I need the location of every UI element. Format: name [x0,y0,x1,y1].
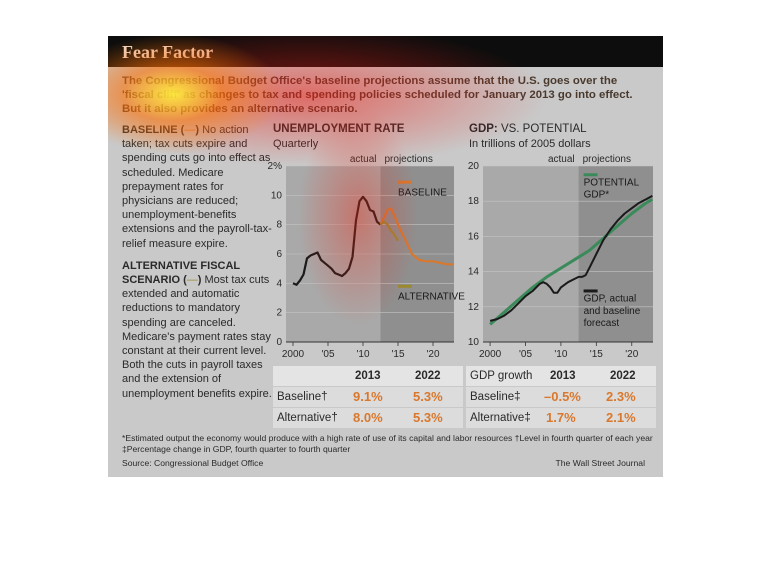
y-tick-label: 2 [276,308,282,319]
alternative-text: Most tax cuts extended and automatic red… [122,274,272,400]
actual-label: actual [548,154,575,165]
baseline-text: No action taken; tax cuts expire and spe… [122,124,272,250]
table-row: Baseline† 9.1% 5.3% [273,387,463,407]
row-label: Alternative† [277,412,338,424]
table-header: GDP growth [470,370,533,382]
y-tick-label: 14 [468,267,480,278]
y-tick-label: 20 [468,161,480,172]
footnotes: *Estimated output the economy would prod… [122,433,653,455]
table-header: 2022 [415,370,441,382]
table-cell: 5.3% [413,389,443,404]
x-tick-label: '15 [590,349,603,360]
intro-text: The Congressional Budget Office's baseli… [122,75,633,115]
y-tick-label: 12% [268,161,282,172]
gdp-chart: 10 12 14 16 18 20 2000 '05 '10 '15 '20 actual proj… [468,154,654,360]
x-tick-label: 2000 [479,349,502,360]
unemployment-chart: 0 2 4 6 8 10 12% 2000 '05 '10 '15 '20 actual projec… [268,154,465,360]
table-header-row: GDP growth 2013 2022 [466,366,656,386]
y-tick-label: 12 [468,302,480,313]
baseline-heading: BASELINE ( [122,124,185,136]
gdp-title-bold: GDP: [469,123,498,135]
gdp-chart-title: GDP: VS. POTENTIAL [469,123,587,135]
table-row: Baseline‡ –0.5% 2.3% [466,387,656,407]
y-tick-label: 6 [276,249,282,260]
gdp-series-label-1: GDP, actual [584,294,637,305]
y-tick-label: 0 [276,337,282,348]
potential-series-label: POTENTIAL [584,177,640,188]
actual-label: actual [350,154,377,165]
unemployment-table: 2013 2022 Baseline† 9.1% 5.3% Alternativ… [273,366,463,430]
table-cell: 1.7% [546,410,576,425]
table-cell: 2.3% [606,389,636,404]
footnote: *Estimated output the economy would prod… [122,433,653,443]
x-tick-label: '10 [554,349,567,360]
table-header-row: 2013 2022 [273,366,463,386]
y-tick-label: 16 [468,231,480,242]
alternative-series-label: ALTERNATIVE [398,291,465,302]
y-tick-label: 10 [271,190,283,201]
row-label: Alternative‡ [470,412,531,424]
title-bar: Fear Factor [108,36,663,67]
baseline-swatch: — [184,124,196,136]
x-tick-label: '05 [519,349,532,360]
table-header: 2013 [355,370,381,382]
x-tick-label: '20 [625,349,638,360]
x-tick-label: 2000 [282,349,305,360]
table-row: Alternative† 8.0% 5.3% [273,408,463,428]
infographic-title: Fear Factor [122,42,214,62]
gdp-series-label-2: and baseline [584,306,641,317]
x-tick-label: '15 [391,349,404,360]
table-cell: 8.0% [353,410,383,425]
table-header: 2013 [550,370,576,382]
row-label: Baseline† [277,391,328,403]
source-note: Source: Congressional Budget Office [122,458,264,468]
x-tick-label: '05 [321,349,334,360]
unemployment-chart-subtitle: Quarterly [273,138,319,150]
x-tick-label: '20 [426,349,439,360]
baseline-description: BASELINE (—) No action taken; tax cuts e… [122,123,272,251]
x-tick-label: '10 [356,349,369,360]
infographic-card: Fear Factor The Congressional Budget Off… [108,36,663,477]
table-cell: 9.1% [353,389,383,404]
y-tick-label: 4 [276,278,282,289]
row-label: Baseline‡ [470,391,521,403]
gdp-series-label-3: forecast [584,318,620,329]
gdp-growth-table: GDP growth 2013 2022 Baseline‡ –0.5% 2.3… [466,366,656,430]
baseline-series-label: BASELINE [398,187,447,198]
alternative-description: ALTERNATIVE FISCAL SCENARIO (—) Most tax… [122,259,272,401]
unemployment-chart-title: UNEMPLOYMENT RATE [273,123,405,135]
table-row: Alternative‡ 1.7% 2.1% [466,408,656,428]
gdp-chart-subtitle: In trillions of 2005 dollars [469,138,591,150]
gdp-title-rest: VS. POTENTIAL [497,123,587,135]
table-cell: 5.3% [413,410,443,425]
publisher-credit: The Wall Street Journal [555,458,645,468]
scenario-descriptions: BASELINE (—) No action taken; tax cuts e… [122,123,272,401]
projections-label: projections [385,154,433,165]
projections-label: projections [583,154,631,165]
y-tick-label: 18 [468,196,480,207]
footnote: ‡Percentage change in GDP, fourth quarte… [122,444,351,454]
y-tick-label: 8 [276,220,282,231]
table-header: 2022 [610,370,636,382]
y-tick-label: 10 [468,337,480,348]
potential-series-label-2: GDP* [584,190,610,201]
table-cell: 2.1% [606,410,636,425]
table-cell: –0.5% [544,389,581,404]
alternative-swatch: — [186,274,198,287]
